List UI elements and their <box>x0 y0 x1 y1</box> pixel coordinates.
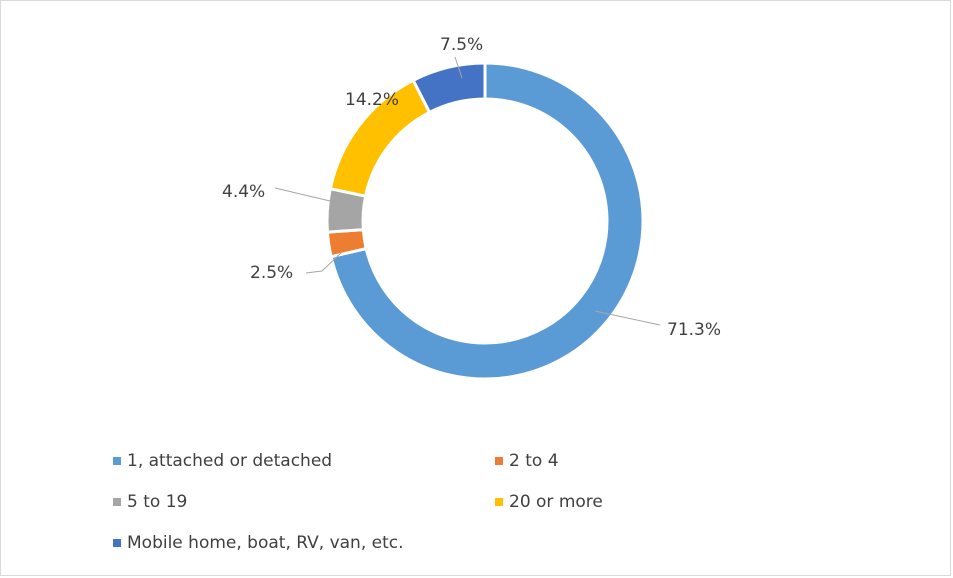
legend-label: 2 to 4 <box>509 451 559 471</box>
legend-label: 1, attached or detached <box>127 451 332 471</box>
legend-label: 5 to 19 <box>127 492 187 512</box>
legend-swatch <box>495 457 503 465</box>
leader-line <box>274 187 331 202</box>
legend-label: Mobile home, boat, RV, van, etc. <box>127 533 404 553</box>
data-label: 2.5% <box>250 263 293 283</box>
legend-swatch <box>113 457 121 465</box>
donut-slice <box>411 61 487 115</box>
legend-label: 20 or more <box>509 492 603 512</box>
data-label: 14.2% <box>345 90 399 110</box>
leader-line <box>454 56 463 79</box>
legend-swatch <box>113 498 121 506</box>
data-label: 7.5% <box>440 35 483 55</box>
data-label: 71.3% <box>667 320 721 340</box>
donut-slice <box>329 61 645 381</box>
legend-swatch <box>495 498 503 506</box>
data-label: 4.4% <box>222 182 265 202</box>
legend-swatch <box>113 539 121 547</box>
leader-line <box>305 251 343 274</box>
leader-line <box>594 310 661 326</box>
